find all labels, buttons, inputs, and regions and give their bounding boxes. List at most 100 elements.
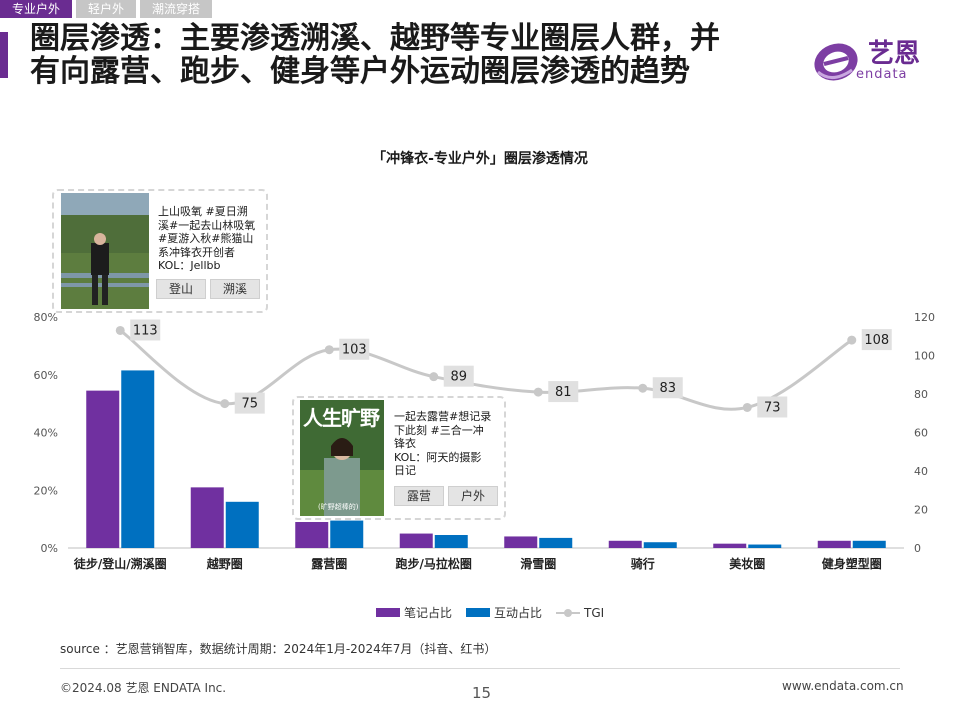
bar-engagement-share — [539, 537, 573, 548]
y-right-tick-label: 20 — [914, 504, 928, 517]
tgi-point — [533, 387, 543, 397]
tag-outdoor[interactable]: 户外 — [448, 486, 498, 506]
category-tabs: 专业户外 轻户外 潮流穿搭 — [0, 0, 216, 18]
bar-notes-share — [713, 543, 747, 548]
bar-engagement-share — [225, 501, 259, 548]
tgi-label-bg — [234, 392, 265, 414]
legend-tgi-label: TGI — [584, 605, 605, 620]
y-right-tick-label: 60 — [914, 427, 928, 440]
y-left-tick-label: 60% — [34, 369, 58, 382]
bar-engagement-share — [330, 520, 364, 548]
bar-notes-share — [817, 540, 851, 548]
bar-notes-share — [295, 522, 329, 548]
tgi-point — [847, 335, 857, 345]
legend-engagement-swatch — [466, 608, 491, 617]
tag-stream-tracing[interactable]: 溯溪 — [210, 279, 260, 299]
bar-notes-share — [86, 390, 120, 548]
page-number: 15 — [472, 684, 492, 702]
footer-website[interactable]: www.endata.com.cn — [782, 679, 904, 693]
y-right-tick-label: 100 — [914, 350, 935, 363]
kol-caption-hiking: 上山吸氧 #夏日溯 溪#一起去山林吸氧 #夏游入秋#熊猫山 系冲锋衣开创者 KO… — [158, 205, 256, 272]
kol-callout-hiking: 上山吸氧 #夏日溯 溪#一起去山林吸氧 #夏游入秋#熊猫山 系冲锋衣开创者 KO… — [52, 189, 268, 313]
x-tick-label: 徒步/登山/溯溪圈 — [73, 556, 167, 571]
y-left-tick-label: 0% — [41, 542, 58, 555]
bar-engagement-share — [852, 540, 886, 548]
tgi-data-label: 73 — [764, 400, 781, 415]
y-right-tick-label: 120 — [914, 311, 935, 324]
tab-street-fashion[interactable]: 潮流穿搭 — [140, 0, 213, 18]
x-tick-label: 美妆圈 — [729, 556, 765, 571]
tag-camping[interactable]: 露营 — [394, 486, 444, 506]
tgi-data-label: 75 — [241, 397, 258, 412]
circle-penetration-chart: 0% 20% 40% 60% 80% 0 20 40 60 80 100 120 徒步/登山/溯溪圈 越野… — [34, 311, 935, 571]
tgi-label-bg — [652, 377, 683, 399]
tgi-line — [119, 329, 853, 411]
kol-callout-camping: 人生旷野 (旷野超棒的) 一起去露营#想记录 下此刻 #三合一冲 锋衣 KOL：… — [292, 396, 506, 520]
kol-photo-camping: 人生旷野 (旷野超棒的) — [300, 400, 384, 516]
bar-engagement-share — [121, 370, 155, 548]
y-right-tick-label: 0 — [914, 542, 921, 555]
legend-notes-swatch — [376, 608, 400, 617]
x-tick-label: 骑行 — [631, 556, 655, 571]
y-left-tick-label: 20% — [34, 484, 58, 497]
legend-notes: 笔记占比 — [376, 604, 452, 621]
bar-engagement-share — [643, 542, 677, 548]
tgi-data-label: 108 — [864, 333, 889, 348]
tgi-point — [115, 325, 125, 335]
x-tick-label: 露营圈 — [311, 556, 347, 571]
tgi-label-bg — [861, 329, 892, 351]
page-title-line1: 圈层渗透：主要渗透溯溪、越野等专业圈层人群，并 — [30, 21, 720, 56]
legend-tgi-swatch — [556, 608, 581, 617]
kol-caption-camping: 一起去露营#想记录 下此刻 #三合一冲 锋衣 KOL：阿天的摄影 日记 — [394, 410, 492, 477]
source-note: source ：艺恩营销智库，数据统计周期：2024年1月-2024年7月（抖音… — [60, 642, 497, 656]
page-title-line2: 有向露营、跑步、健身等户外运动圈层渗透的趋势 — [30, 54, 690, 89]
tag-hiking[interactable]: 登山 — [156, 279, 206, 299]
logo-cn: 艺恩 — [868, 39, 921, 69]
legend-engagement-label: 互动占比 — [494, 606, 543, 620]
tgi-point — [638, 383, 648, 393]
bar-engagement-share — [748, 544, 782, 548]
tgi-label-bg — [548, 381, 579, 403]
kol-photo-hiking — [61, 193, 149, 309]
logo-en: endata — [856, 67, 908, 82]
bar-notes-share — [190, 487, 224, 548]
legend-tgi: TGI — [556, 606, 604, 620]
footer-divider — [60, 668, 900, 669]
bar-notes-share — [504, 536, 538, 548]
tgi-point — [220, 399, 230, 409]
footer-copyright: ©2024.08 艺恩 ENDATA Inc. — [60, 681, 227, 695]
tab-light-outdoor[interactable]: 轻户外 — [76, 0, 137, 18]
tgi-point — [742, 402, 752, 412]
x-tick-label: 跑步/马拉松圈 — [396, 556, 472, 571]
chart-legend: 笔记占比 互动占比 TGI — [376, 604, 618, 621]
tgi-data-label: 83 — [659, 381, 676, 396]
tgi-label-bg — [339, 338, 370, 360]
x-tick-label: 健身塑型圈 — [822, 556, 882, 571]
y-left-tick-label: 40% — [34, 427, 58, 440]
legend-notes-label: 笔记占比 — [404, 606, 453, 620]
bar-notes-share — [608, 540, 642, 548]
tgi-label-bg — [757, 396, 788, 418]
x-tick-label: 越野圈 — [206, 556, 243, 571]
magazine-cover-title: 人生旷野 — [303, 406, 380, 430]
endata-logo-icon — [814, 43, 858, 81]
tgi-point — [324, 345, 334, 355]
tgi-label-bg — [443, 365, 474, 387]
page-title: 圈层渗透：主要渗透溯溪、越野等专业圈层人群，并 有向露营、跑步、健身等户外运动圈… — [30, 22, 790, 88]
y-right-tick-label: 40 — [914, 465, 928, 478]
tab-professional-outdoor[interactable]: 专业户外 — [0, 0, 73, 18]
tgi-data-label: 81 — [555, 385, 572, 400]
bar-engagement-share — [434, 535, 468, 548]
x-tick-label: 滑雪圈 — [520, 556, 556, 571]
tgi-data-label: 89 — [450, 370, 467, 385]
y-left-tick-label: 80% — [34, 311, 58, 324]
chart-title: 「冲锋衣-专业户外」圈层渗透情况 — [372, 151, 588, 167]
legend-engagement: 互动占比 — [466, 604, 542, 621]
tgi-data-label: 113 — [133, 323, 158, 338]
y-right-tick-label: 80 — [914, 388, 928, 401]
tgi-point — [429, 372, 439, 382]
magazine-cover-sub: (旷野超棒的) — [318, 503, 359, 511]
title-accent-bar — [0, 32, 8, 78]
bar-notes-share — [399, 533, 433, 548]
tgi-data-label: 103 — [342, 343, 367, 358]
